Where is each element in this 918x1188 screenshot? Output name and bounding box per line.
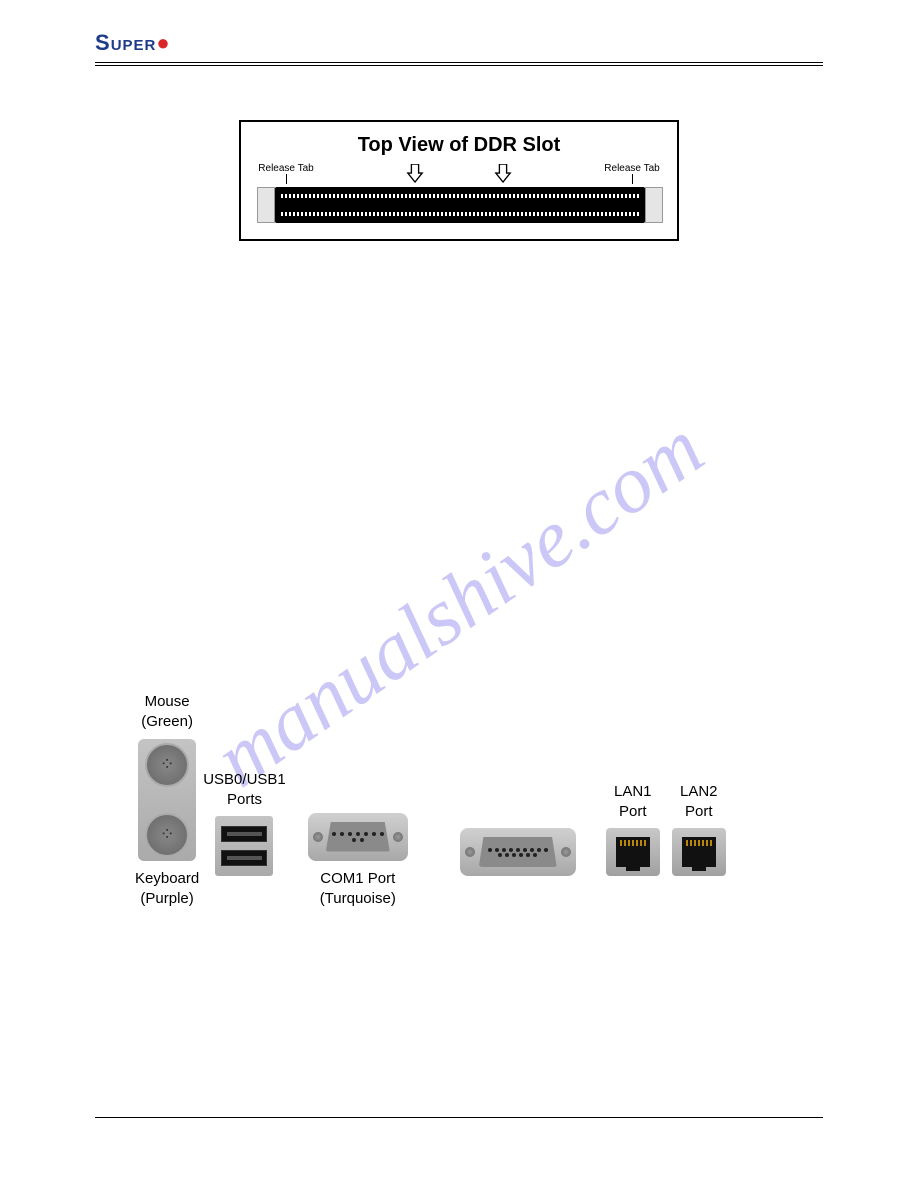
lan1-label: LAN1Port	[614, 782, 652, 823]
ddr-slot-diagram	[255, 187, 665, 223]
arrow-down-icon	[494, 164, 512, 184]
io-panel-figure: Mouse(Green) Keyboard(Purple) USB0/USB1P…	[135, 692, 823, 909]
pointer-line-icon	[632, 174, 633, 184]
mouse-port-icon	[145, 743, 189, 787]
insert-arrows	[406, 164, 512, 184]
vga-port-icon	[460, 828, 576, 876]
footer-divider	[95, 1117, 823, 1118]
ddr-slot-figure: Top View of DDR Slot Release Tab Release…	[239, 120, 679, 241]
screw-icon	[313, 832, 323, 842]
release-tab-left	[257, 187, 275, 223]
ps2-stack: Mouse(Green) Keyboard(Purple)	[135, 692, 199, 909]
header-logo: SUPER●	[95, 30, 823, 56]
dimm-slot-body	[275, 187, 645, 223]
release-tab-left-label: Release Tab	[255, 163, 317, 184]
arrow-down-icon	[406, 164, 424, 184]
ddr-title: Top View of DDR Slot	[255, 134, 663, 157]
usb-port-icon	[221, 826, 267, 842]
usb-housing	[215, 816, 273, 876]
rj45-port-icon	[616, 837, 650, 867]
screw-icon	[561, 847, 571, 857]
com-label: COM1 Port(Turquoise)	[320, 869, 396, 910]
usb-stack: USB0/USB1Ports	[203, 770, 286, 910]
com-port-icon	[308, 813, 408, 861]
release-tab-right	[645, 187, 663, 223]
usb-label: USB0/USB1Ports	[203, 770, 286, 811]
ps2-housing	[138, 739, 196, 861]
lan2-housing	[672, 828, 726, 876]
lan2-stack: LAN2Port	[672, 782, 726, 910]
logo-dot-icon: ●	[156, 30, 170, 55]
header-divider	[95, 62, 823, 66]
logo-letter: S	[95, 30, 111, 55]
keyboard-port-icon	[145, 813, 189, 857]
release-tab-right-label: Release Tab	[601, 163, 663, 184]
lan2-label: LAN2Port	[680, 782, 718, 823]
manual-page: SUPER● Top View of DDR Slot Release Tab …	[0, 0, 918, 1188]
screw-icon	[393, 832, 403, 842]
ddr-label-row: Release Tab Release Tab	[255, 163, 663, 184]
com-stack: COM1 Port(Turquoise)	[308, 813, 408, 910]
logo-text: UPER	[111, 37, 157, 54]
vga-connector	[479, 837, 557, 867]
lan1-stack: LAN1Port	[606, 782, 660, 910]
io-row: Mouse(Green) Keyboard(Purple) USB0/USB1P…	[135, 692, 823, 909]
keyboard-label: Keyboard(Purple)	[135, 869, 199, 910]
screw-icon	[465, 847, 475, 857]
rj45-port-icon	[682, 837, 716, 867]
pointer-line-icon	[286, 174, 287, 184]
mouse-label: Mouse(Green)	[141, 692, 193, 733]
db9-connector	[326, 822, 390, 852]
vga-stack	[408, 828, 576, 909]
usb-port-icon	[221, 850, 267, 866]
lan1-housing	[606, 828, 660, 876]
